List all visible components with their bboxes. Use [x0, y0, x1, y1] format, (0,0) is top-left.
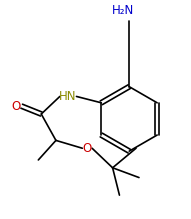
Text: HN: HN	[59, 90, 76, 103]
Text: O: O	[83, 142, 92, 155]
Text: O: O	[11, 100, 20, 113]
Text: H₂N: H₂N	[112, 4, 134, 17]
